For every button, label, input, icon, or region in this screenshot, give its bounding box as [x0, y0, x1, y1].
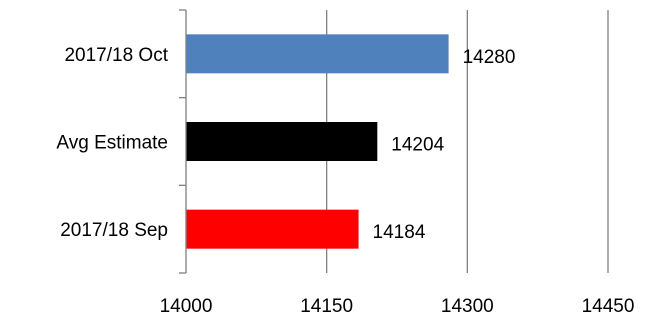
category-label: 2017/18 Oct: [64, 45, 168, 66]
data-label: 14204: [391, 135, 444, 156]
x-tick-label: 14450: [582, 296, 635, 317]
bar-2017-18-sep: [186, 209, 359, 249]
category-label: Avg Estimate: [56, 133, 168, 154]
y-axis: [179, 9, 187, 274]
bars: [186, 34, 449, 249]
bar-avg-estimate: [186, 122, 378, 161]
x-tick-label: 14300: [441, 296, 494, 317]
labels: 14000 14150 14300 14450 2017/18 Oct 14280 Avg …: [56, 45, 634, 317]
data-label: 14184: [373, 222, 426, 243]
x-tick-label: 14000: [160, 296, 213, 317]
category-label: 2017/18 Sep: [60, 220, 168, 241]
data-label: 14280: [463, 47, 516, 68]
x-tick-label: 14150: [300, 296, 353, 317]
bar-2017-18-oct: [186, 34, 449, 74]
